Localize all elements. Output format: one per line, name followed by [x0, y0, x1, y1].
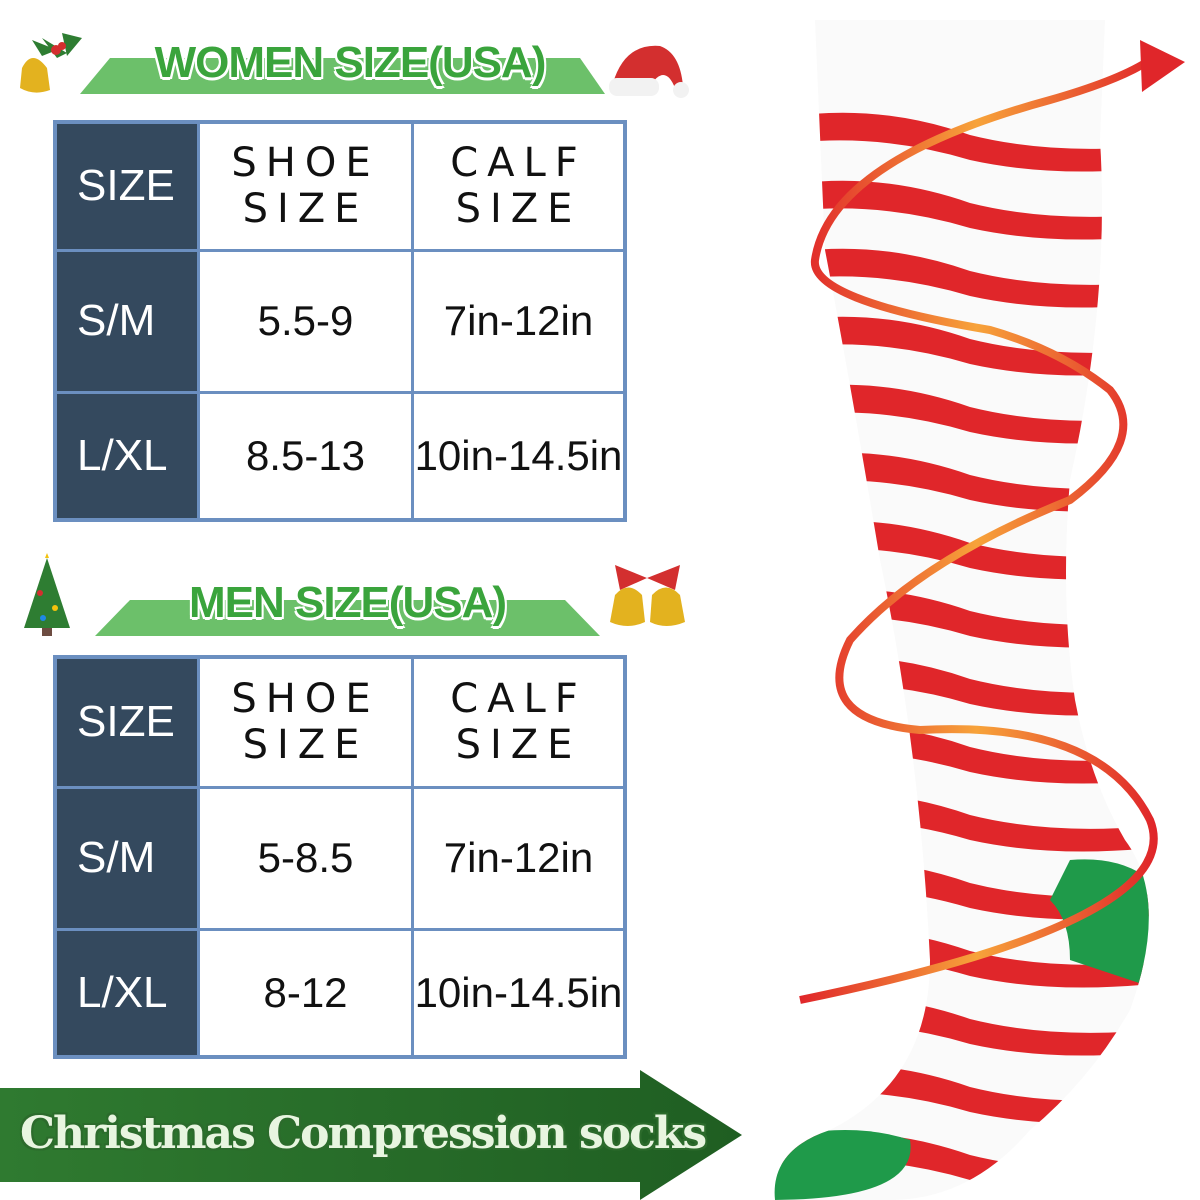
header-line: SHOE: [231, 676, 380, 723]
spiral-arrow: [799, 56, 1158, 1004]
header-line: SIZE: [455, 722, 582, 769]
christmas-tree-icon: [24, 553, 70, 636]
sock-illustration: [774, 20, 1185, 1200]
calf-size-header: CALF SIZE: [411, 655, 627, 789]
arrow-banner-icon: [0, 1070, 742, 1200]
header-line: SHOE: [231, 140, 380, 187]
shoe-size-cell: 5.5-9: [197, 248, 414, 394]
calf-size-cell: 10in-14.5in: [411, 390, 627, 522]
size-cell: L/XL: [53, 927, 200, 1059]
santa-hat-icon: [609, 45, 689, 98]
size-cell: S/M: [53, 248, 200, 394]
header-line: SIZE: [455, 186, 582, 233]
size-cell: L/XL: [53, 390, 200, 522]
women-title-banner: WOMEN SIZE(USA): [80, 38, 620, 98]
size-header: SIZE: [53, 120, 200, 252]
shoe-size-cell: 5-8.5: [197, 785, 414, 931]
sock-stripe: [774, 112, 1149, 172]
table-header-row: SIZE SHOE SIZE CALF SIZE: [53, 655, 627, 789]
table-header-row: SIZE SHOE SIZE CALF SIZE: [53, 120, 627, 252]
size-header: SIZE: [53, 655, 200, 789]
calf-size-header: CALF SIZE: [411, 120, 627, 252]
men-size-table: SIZE SHOE SIZE CALF SIZE S/M 5-8.5 7in-12i…: [53, 655, 627, 1059]
bells-bow-icon: [610, 565, 685, 626]
women-size-table: SIZE SHOE SIZE CALF SIZE S/M 5.5-9 7in-12i…: [53, 120, 627, 522]
header-line: SIZE: [242, 722, 369, 769]
men-title-banner: MEN SIZE(USA): [95, 578, 600, 638]
calf-size-cell: 7in-12in: [411, 248, 627, 394]
table-row: L/XL 8.5-13 10in-14.5in: [53, 390, 627, 522]
holly-bell-icon: [20, 33, 82, 93]
sock-stripe: [774, 180, 1149, 240]
shoe-size-cell: 8.5-13: [197, 390, 414, 522]
sock-stripe: [774, 248, 1149, 308]
arrow-head-icon: [1140, 40, 1185, 92]
shoe-size-header: SHOE SIZE: [197, 655, 414, 789]
women-title: WOMEN SIZE(USA): [154, 38, 547, 87]
size-cell: S/M: [53, 785, 200, 931]
men-title: MEN SIZE(USA): [189, 578, 507, 627]
calf-size-cell: 10in-14.5in: [411, 927, 627, 1059]
banner-text: Christmas Compression socks: [20, 1108, 707, 1159]
calf-size-cell: 7in-12in: [411, 785, 627, 931]
table-row: L/XL 8-12 10in-14.5in: [53, 927, 627, 1059]
table-row: S/M 5.5-9 7in-12in: [53, 248, 627, 394]
header-line: CALF: [450, 676, 587, 723]
header-line: SIZE: [242, 186, 369, 233]
shoe-size-cell: 8-12: [197, 927, 414, 1059]
table-row: S/M 5-8.5 7in-12in: [53, 785, 627, 931]
shoe-size-header: SHOE SIZE: [197, 120, 414, 252]
header-line: CALF: [450, 140, 587, 187]
